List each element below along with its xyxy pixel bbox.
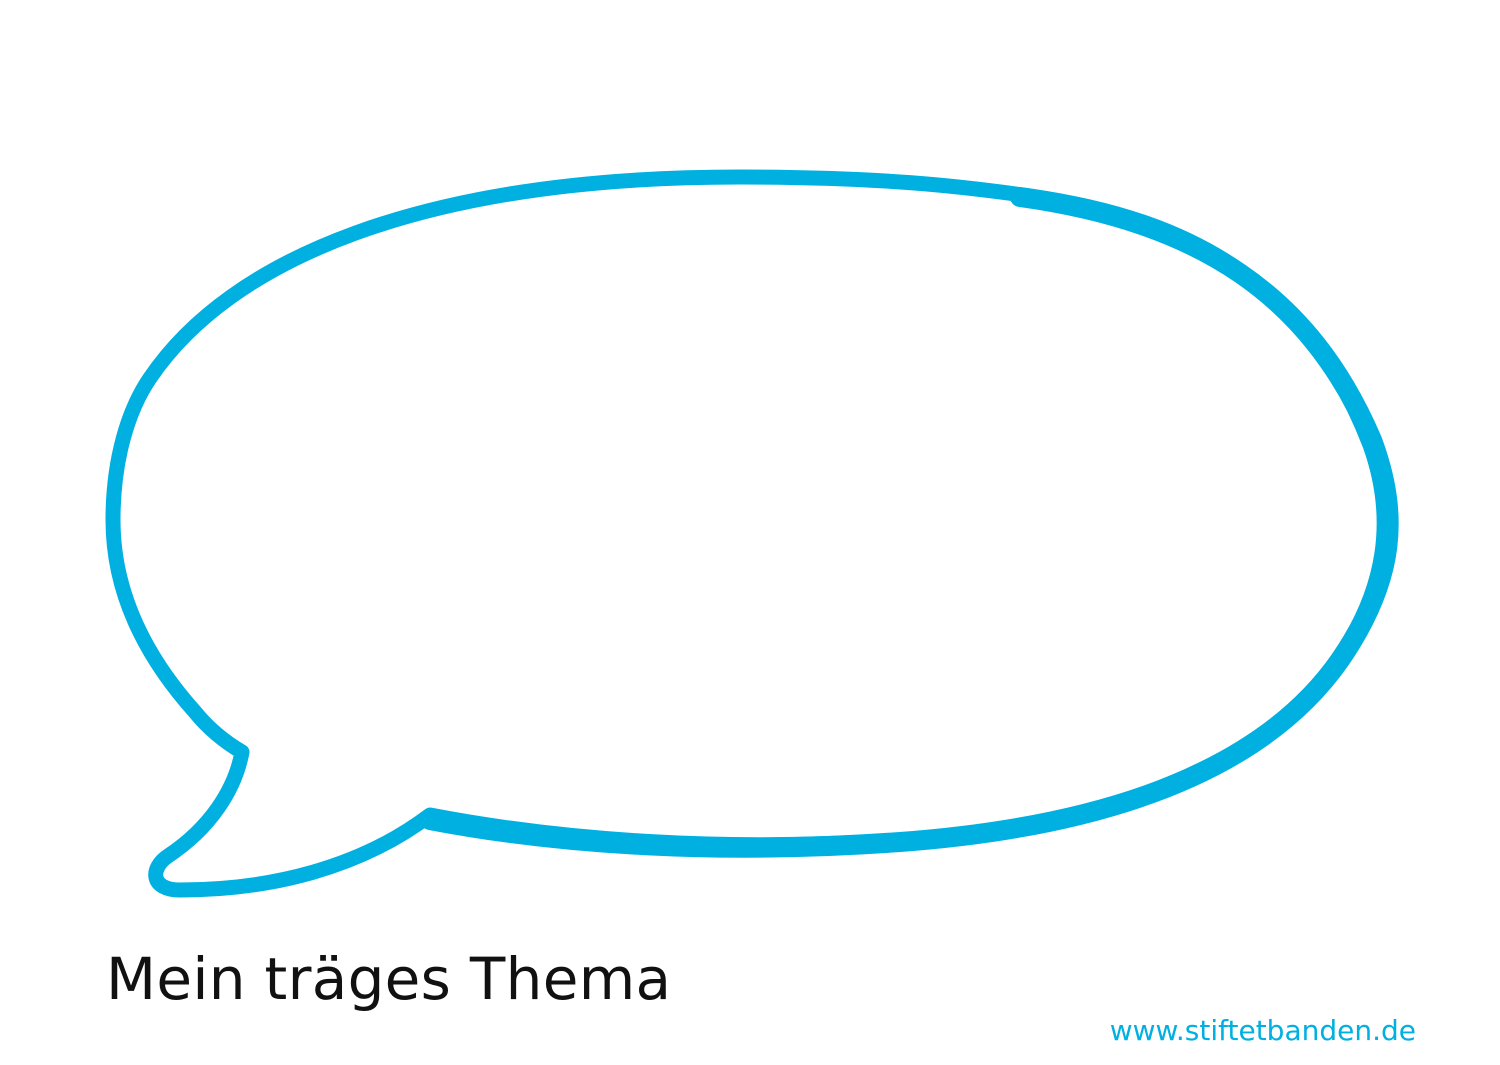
website-url[interactable]: www.stiftetbanden.de xyxy=(1109,1014,1416,1047)
speech-bubble-outline xyxy=(105,169,1392,898)
page-title: Mein träges Thema xyxy=(106,945,672,1013)
